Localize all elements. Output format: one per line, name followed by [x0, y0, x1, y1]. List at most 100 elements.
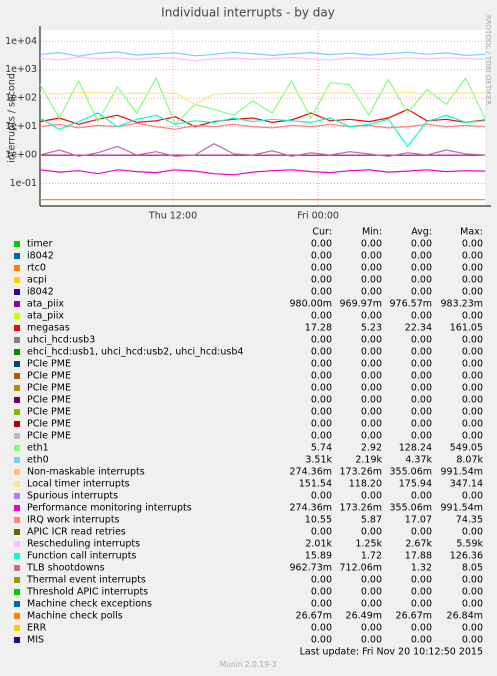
legend-value: 0.00 [311, 251, 332, 262]
legend-value: 0.00 [462, 599, 483, 610]
legend-name: i8042 [27, 251, 54, 262]
legend-value: 976.57m [390, 299, 433, 310]
legend-value: 0.00 [311, 407, 332, 418]
legend-value: 0.00 [361, 371, 382, 382]
legend-value: 0.00 [411, 491, 432, 502]
legend-value: 0.00 [311, 575, 332, 586]
legend-value: 5.59k [456, 539, 483, 550]
legend-value: 0.00 [411, 359, 432, 370]
legend-value: 175.94 [399, 479, 432, 490]
legend-value: 0.00 [311, 263, 332, 274]
legend-value: 1.32 [411, 563, 432, 574]
legend-value: 969.97m [340, 299, 383, 310]
legend-swatch [14, 421, 20, 427]
legend-value: 2.92 [361, 443, 382, 454]
legend-value: 0.00 [411, 347, 432, 358]
legend-value: 0.00 [462, 263, 483, 274]
legend-swatch [14, 397, 20, 403]
legend-swatch [14, 409, 20, 415]
legend-swatch [14, 361, 20, 367]
legend-swatch [14, 301, 20, 307]
legend-value: 0.00 [361, 239, 382, 250]
legend-swatch [14, 241, 20, 247]
legend-name: Spurious interrupts [27, 491, 118, 502]
legend-name: Rescheduling interrupts [27, 539, 140, 550]
legend-value: 0.00 [462, 431, 483, 442]
legend-value: 0.00 [361, 635, 382, 646]
legend-value: 0.00 [361, 311, 382, 322]
legend-name: PCIe PME [27, 407, 71, 418]
legend-value: 0.00 [462, 287, 483, 298]
legend-name: Function call interrupts [27, 551, 136, 562]
legend-swatch [14, 337, 20, 343]
legend-value: 712.06m [340, 563, 383, 574]
legend-value: 0.00 [411, 407, 432, 418]
legend-name: eth0 [27, 455, 49, 466]
legend-value: 26.49m [346, 611, 382, 622]
legend-swatch [14, 469, 20, 475]
legend-value: 962.73m [290, 563, 333, 574]
legend-name: Thermal event interrupts [26, 575, 146, 586]
legend-value: 274.36m [290, 503, 333, 514]
legend-value: 0.00 [462, 635, 483, 646]
legend-value: 0.00 [462, 383, 483, 394]
legend-name: timer [27, 239, 52, 250]
legend-value: 22.34 [405, 323, 432, 334]
legend-name: uhci_hcd:usb3 [27, 335, 95, 346]
legend-value: 2.01k [305, 539, 332, 550]
y-tick-label: 1e+04 [5, 36, 37, 47]
legend-swatch [14, 433, 20, 439]
y-axis-label: interrupts / second [7, 73, 18, 163]
series-line [39, 51, 486, 57]
legend-value: 126.36 [450, 551, 483, 562]
legend-value: 0.00 [411, 635, 432, 646]
legend-swatch [14, 481, 20, 487]
legend-value: 347.14 [450, 479, 483, 490]
legend-name: APIC ICR read retries [27, 527, 126, 538]
legend-value: 0.00 [411, 311, 432, 322]
legend-swatch [14, 637, 20, 643]
legend-value: 0.00 [462, 335, 483, 346]
legend-swatch [14, 505, 20, 511]
legend-value: 5.23 [361, 323, 382, 334]
footer: Munin 2.0.19-3 [220, 660, 277, 669]
legend-value: 0.00 [411, 419, 432, 430]
legend-name: PCIe PME [27, 419, 71, 430]
legend-name: MIS [27, 635, 44, 646]
legend-swatch [14, 493, 20, 499]
legend-name: PCIe PME [27, 371, 71, 382]
legend-name: acpi [27, 275, 47, 286]
legend-value: 0.00 [311, 239, 332, 250]
series-line [39, 112, 486, 148]
legend-value: 151.54 [299, 479, 332, 490]
legend-value: 0.00 [361, 527, 382, 538]
legend-value: 8.05 [462, 563, 483, 574]
legend-value: 0.00 [361, 587, 382, 598]
legend-value: 0.00 [311, 623, 332, 634]
legend-value: 0.00 [311, 419, 332, 430]
series-line [39, 143, 486, 157]
legend-value: 0.00 [462, 239, 483, 250]
legend-name: Machine check exceptions [27, 599, 152, 610]
legend-value: 0.00 [311, 383, 332, 394]
legend-value: 0.00 [411, 587, 432, 598]
legend-name: ata_piix [27, 299, 64, 310]
legend-value: 0.00 [311, 335, 332, 346]
legend-value: 0.00 [361, 251, 382, 262]
legend-value: 0.00 [411, 431, 432, 442]
legend-value: 0.00 [311, 635, 332, 646]
y-tick-label: 1e-01 [10, 178, 37, 189]
legend-name: rtc0 [27, 263, 46, 274]
legend-name: eth1 [27, 443, 49, 454]
legend-value: 983.23m [441, 299, 484, 310]
legend-value: 0.00 [361, 407, 382, 418]
legend-value: 8.07k [456, 455, 483, 466]
legend-value: 0.00 [411, 239, 432, 250]
x-tick-label: Fri 00:00 [297, 211, 339, 222]
legend-value: 549.05 [450, 443, 483, 454]
legend-name: Local timer interrupts [27, 479, 130, 490]
legend-swatch [14, 349, 20, 355]
legend-value: 0.00 [311, 431, 332, 442]
legend-name: Performance monitoring interrupts [27, 503, 192, 514]
